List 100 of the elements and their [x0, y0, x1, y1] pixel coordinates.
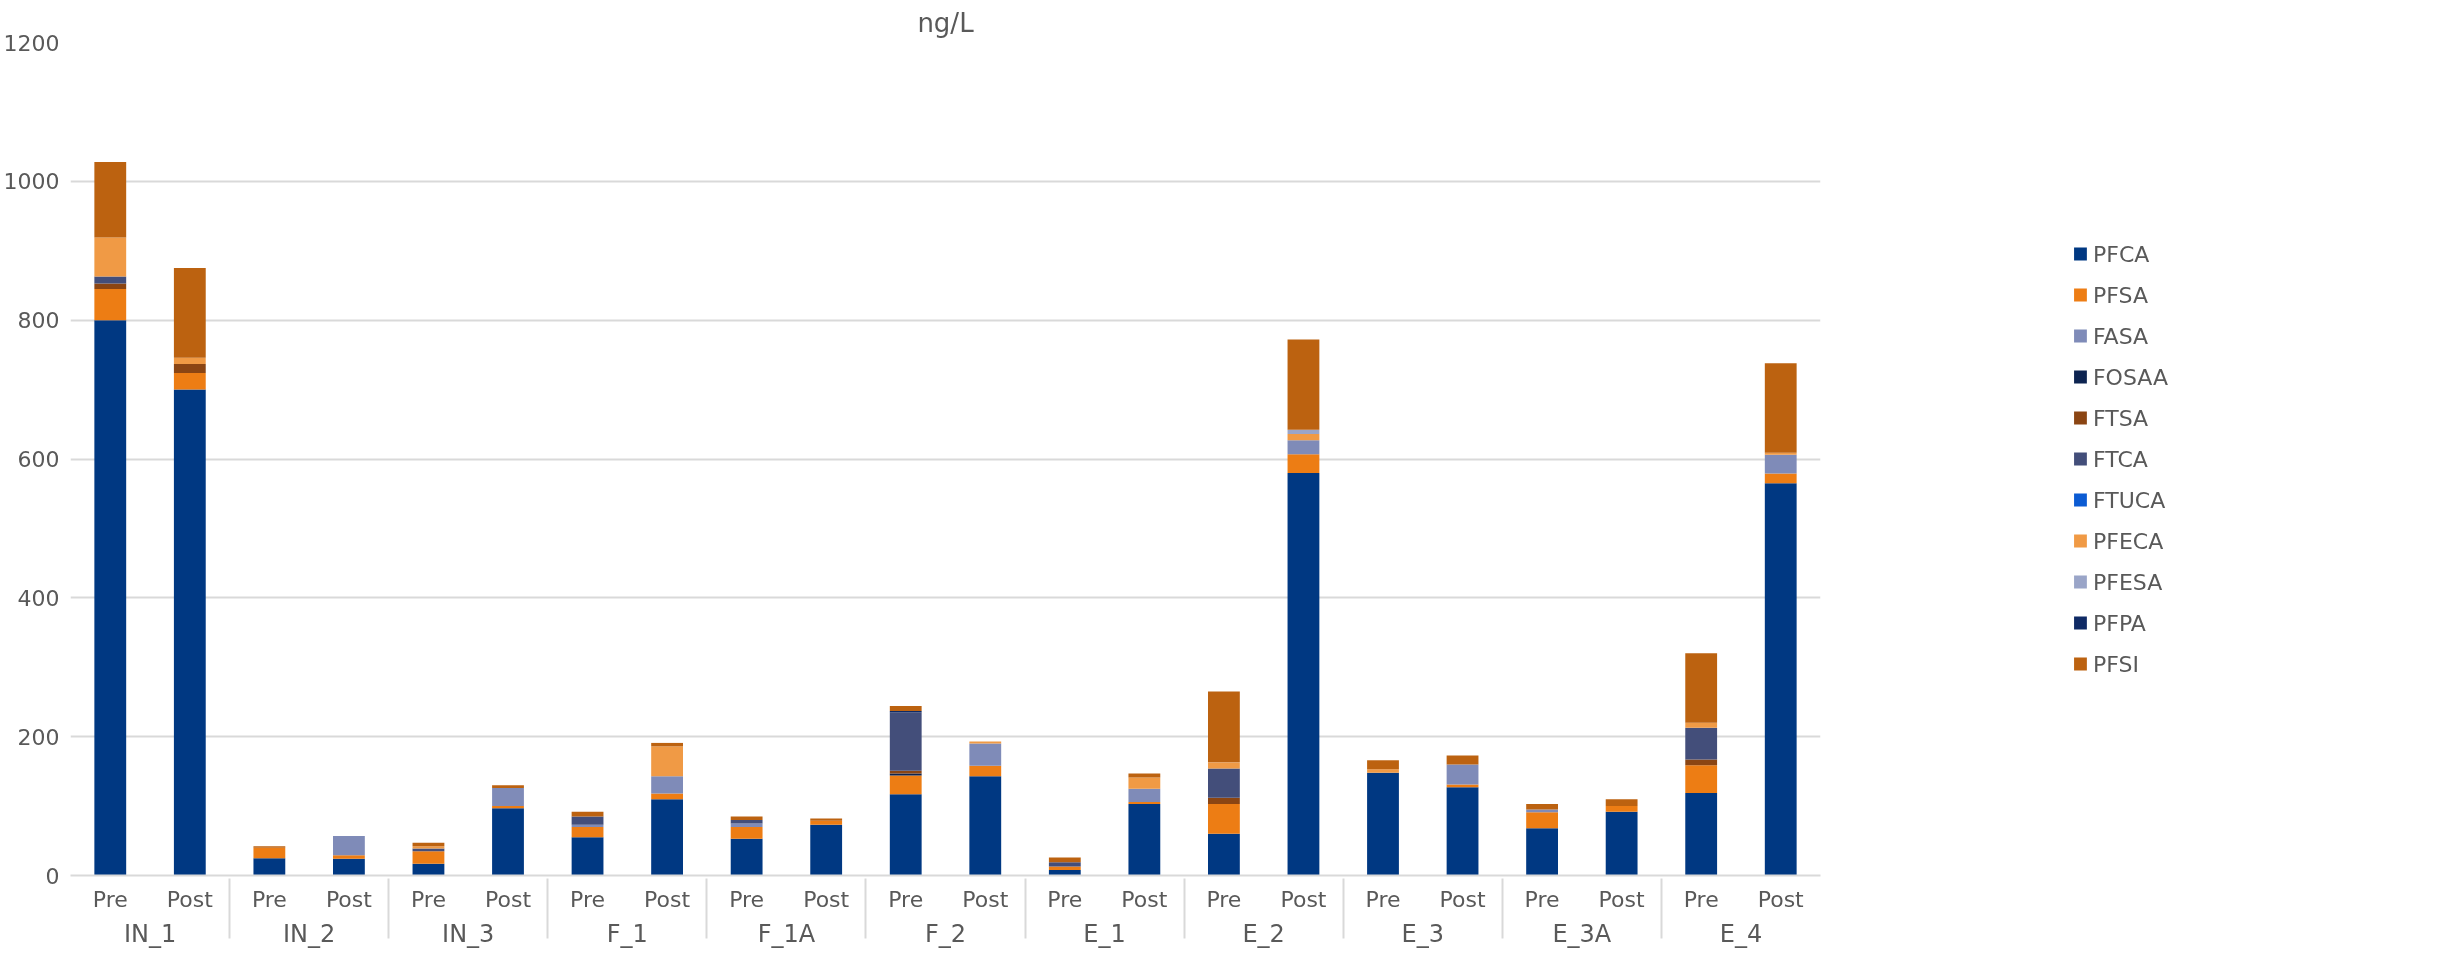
bar: [810, 824, 843, 876]
bar: [571, 837, 604, 876]
x-tick-label: Post: [803, 886, 850, 912]
text: E_3A: [1552, 919, 1612, 948]
x-tick-label: Post: [962, 886, 1009, 912]
x-tick-label: Post: [1280, 886, 1327, 912]
bar: [810, 820, 843, 825]
bar: [969, 741, 1002, 744]
bar: [333, 855, 365, 859]
bar: [1287, 429, 1320, 435]
x-tick-label: Post: [1757, 886, 1805, 912]
text: E_1: [1083, 919, 1126, 948]
text: E_4: [1719, 919, 1763, 948]
bar: [1764, 454, 1797, 474]
bar: [253, 858, 286, 876]
bar: [969, 776, 1002, 876]
bar: [1048, 869, 1081, 876]
bar: [173, 372, 206, 390]
bar: [412, 851, 445, 864]
bar: [1685, 765, 1718, 793]
bar: [173, 389, 206, 876]
bar: [1128, 801, 1161, 804]
bar: [730, 823, 763, 827]
x-tick-label: Pre: [1206, 886, 1242, 912]
bar: [94, 320, 127, 876]
bar: [730, 826, 763, 839]
bar: [333, 858, 365, 876]
bar: [1446, 755, 1479, 765]
bar: [1764, 473, 1797, 484]
bar: [1446, 787, 1479, 876]
bar: [94, 161, 127, 238]
bar: [651, 799, 683, 876]
y-tick-label: 200: [17, 724, 60, 750]
bar: [1685, 792, 1718, 876]
text: IN_3: [442, 919, 495, 948]
bar: [969, 765, 1002, 777]
x-tick-label: Pre: [1683, 886, 1719, 912]
bar: [1605, 806, 1638, 812]
bar: [492, 785, 524, 789]
bar: [1048, 857, 1081, 863]
bar: [1128, 804, 1161, 876]
text: IN_2: [282, 919, 336, 948]
y-tick-label: 400: [17, 585, 60, 611]
chart-title: ng/L: [917, 7, 975, 38]
bar: [969, 743, 1002, 766]
bar: [253, 847, 286, 859]
bar: [1605, 811, 1638, 876]
legend-label: FOSAA: [2092, 364, 2169, 389]
bar: [1446, 764, 1479, 785]
bar: [492, 788, 524, 807]
bar: [1685, 759, 1718, 766]
x-tick-label: Post: [1598, 886, 1646, 912]
bar: [1685, 722, 1718, 728]
bar: [1526, 812, 1558, 829]
legend-label: PFSI: [2092, 651, 2139, 676]
bar: [1526, 804, 1558, 810]
bar: [1287, 440, 1320, 455]
x-tick-label: Post: [484, 886, 532, 912]
bar: [94, 237, 127, 277]
legend-label: PFCA: [2092, 241, 2150, 266]
y-tick-label: 600: [17, 447, 60, 472]
bar: [1526, 828, 1558, 876]
bar: [1208, 833, 1240, 876]
bar: [1685, 653, 1718, 723]
bar: [1128, 773, 1161, 778]
bar: [1287, 472, 1320, 876]
legend-label: PFESA: [2092, 569, 2163, 594]
bar: [651, 776, 683, 794]
y-tick-label: 800: [17, 308, 60, 334]
x-tick-label: Pre: [729, 886, 765, 912]
text: E_2: [1242, 919, 1285, 948]
x-tick-label: Post: [1121, 886, 1168, 912]
bar: [1685, 727, 1718, 760]
y-tick-label: 0: [45, 863, 60, 889]
bar: [173, 268, 206, 358]
bar: [1287, 434, 1320, 441]
x-tick-label: Pre: [410, 886, 446, 912]
bar: [889, 775, 922, 795]
bar: [571, 826, 604, 838]
text: IN_1: [123, 919, 177, 948]
bar: [94, 276, 127, 284]
bar: [889, 712, 922, 771]
bar: [1208, 762, 1240, 769]
legend-label: PFPA: [2092, 610, 2146, 635]
bar: [1764, 363, 1797, 453]
x-tick-label: Pre: [888, 886, 924, 912]
bar: [1605, 799, 1638, 807]
legend-label: FTUCA: [2092, 487, 2166, 512]
bar: [889, 794, 922, 876]
bar: [1367, 760, 1399, 770]
bar: [810, 818, 843, 821]
bar: [1048, 866, 1081, 870]
bar: [1764, 483, 1797, 876]
bar: [94, 283, 127, 289]
bar: [94, 288, 127, 321]
bar: [1287, 454, 1320, 473]
bar: [889, 706, 922, 711]
x-tick-label: Pre: [1524, 886, 1560, 912]
bar: [1367, 769, 1399, 773]
x-tick-label: Post: [166, 886, 214, 912]
